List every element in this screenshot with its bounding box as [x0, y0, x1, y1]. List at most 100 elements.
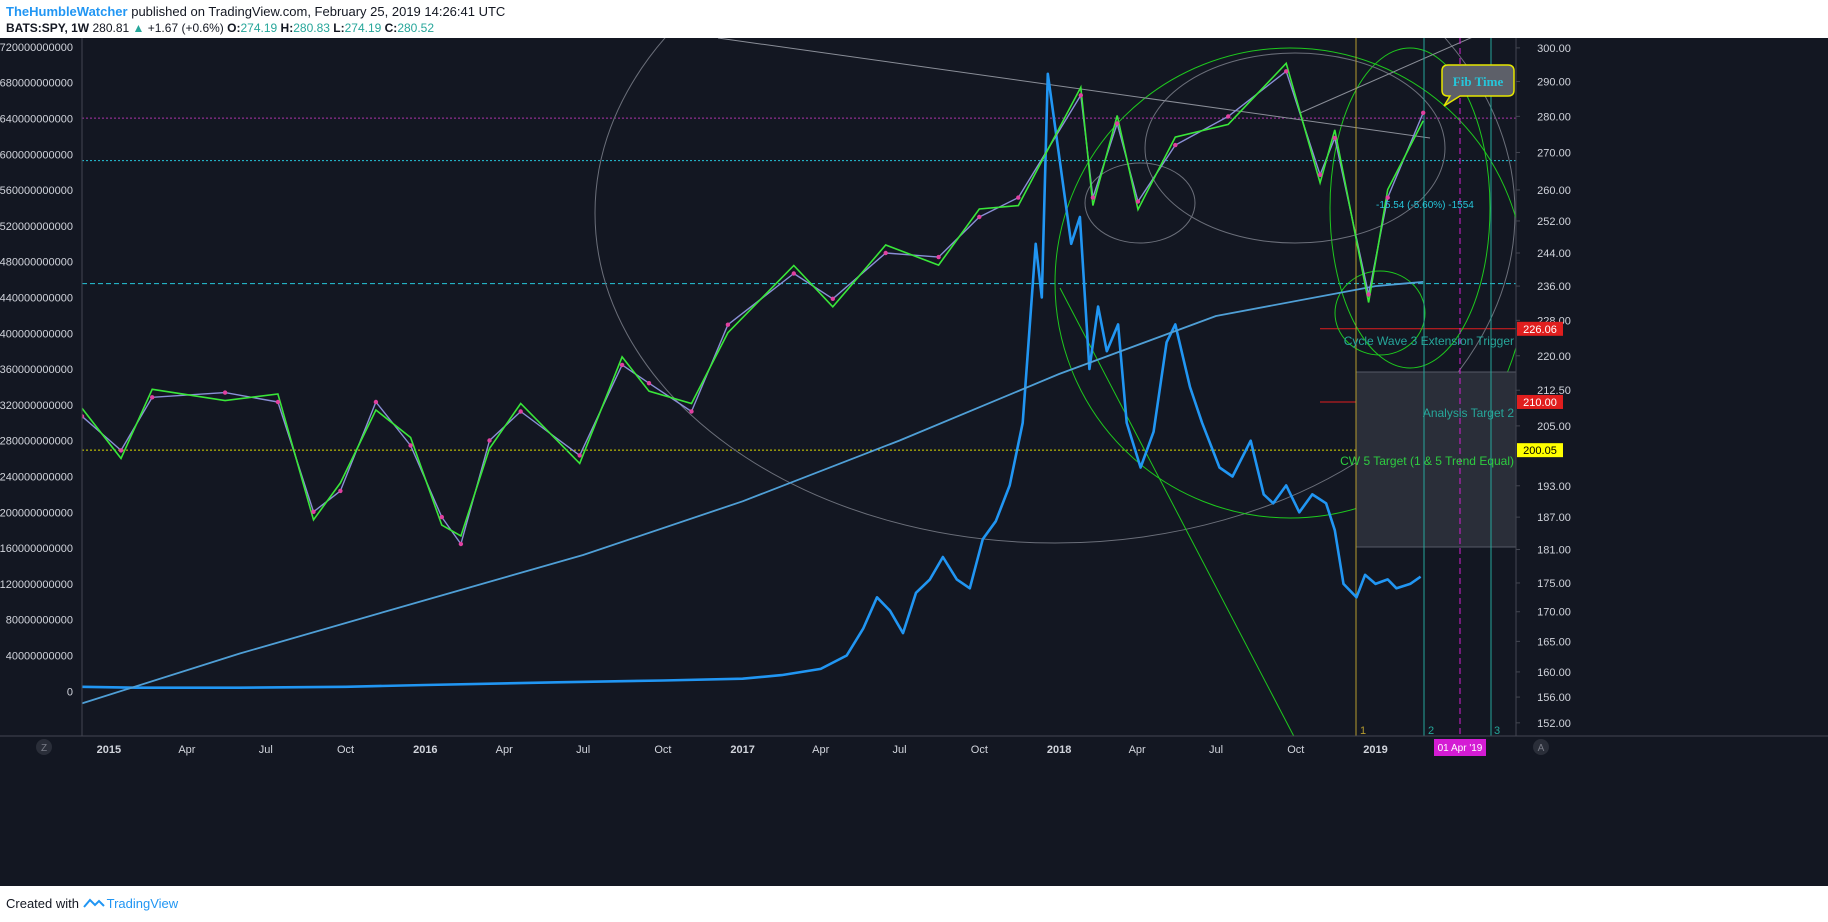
left-tick-label: 600000000000 [0, 149, 73, 161]
fib-time-label: Fib Time [1453, 74, 1504, 89]
time-tick-label: Oct [654, 744, 671, 756]
time-marker-label: 2 [1428, 725, 1434, 737]
left-tick-label: 80000000000 [6, 615, 73, 627]
price-point [1226, 114, 1231, 119]
price-point [725, 322, 731, 327]
close-value: 280.52 [397, 21, 435, 35]
price-point [1016, 195, 1021, 200]
cycle-wave-label: Cycle Wave 3 Extension Trigger [1344, 334, 1514, 348]
price-point [150, 395, 155, 400]
open-label: O: [227, 21, 241, 35]
drawing-tools [594, 38, 1526, 749]
price-point [439, 514, 444, 520]
time-axis-bg [0, 736, 1828, 886]
right-tick-label: 300.00 [1537, 43, 1571, 55]
left-tick-label: 160000000000 [0, 543, 73, 555]
right-tick-label: 193.00 [1537, 481, 1571, 493]
right-tick-label: 187.00 [1537, 512, 1571, 524]
green-diagonal [1059, 287, 1301, 749]
time-badge-label: 01 Apr '19 [1438, 743, 1483, 754]
close-label: C: [384, 21, 398, 35]
time-tick-label: Apr [1129, 744, 1146, 756]
time-tick-label: Oct [337, 744, 354, 756]
left-price-axis[interactable]: 720000000000 680000000000 640000000000 6000… [0, 38, 83, 736]
left-tick-label: 240000000000 [0, 471, 73, 483]
time-tick-label: Apr [496, 744, 513, 756]
tradingview-brand[interactable]: TradingView [106, 896, 179, 911]
time-tick-label: Jul [1209, 744, 1223, 756]
target-zone-box [1355, 371, 1517, 548]
time-tick-label: 2019 [1363, 744, 1387, 756]
tradingview-logo-icon [82, 898, 105, 908]
fib-circle-large [594, 38, 1516, 544]
right-tick-label: 252.00 [1537, 216, 1571, 228]
price-point [619, 362, 625, 368]
price-point [458, 541, 464, 547]
price-badge-label: 200.05 [1523, 445, 1557, 457]
right-axis-bg [1516, 38, 1828, 760]
left-tick-label: 680000000000 [0, 78, 73, 90]
series-line [81, 281, 1424, 705]
price-point [1173, 142, 1178, 148]
right-tick-label: 175.00 [1537, 578, 1571, 590]
price-point [275, 399, 281, 405]
price-point [689, 409, 694, 414]
left-tick-label: 0 [67, 686, 73, 698]
time-tick-label: Jul [576, 744, 590, 756]
left-tick-label: 120000000000 [0, 579, 73, 591]
price-point [1366, 292, 1371, 297]
last-price: 280.81 [92, 21, 130, 35]
cw5-target-label: CW 5 Target (1 & 5 Trend Equal) [1340, 454, 1514, 468]
left-axis-bg [0, 38, 82, 736]
footer: Created with TradingView [6, 896, 178, 911]
right-tick-label: 236.00 [1537, 281, 1571, 293]
price-chart[interactable]: Fib Time Cycle Wave 3 Extension Trigger An… [0, 38, 1828, 886]
price-point [883, 250, 888, 256]
fib-ellipse-upper [1144, 52, 1446, 244]
price-point [118, 448, 124, 453]
right-price-axis[interactable]: 300.00 290.00 280.00 270.00 260.00 252.00 244.… [1515, 38, 1828, 760]
author-name[interactable]: TheHumbleWatcher [6, 4, 128, 19]
time-tick-label: Jul [893, 744, 907, 756]
time-tick-label: Oct [1287, 744, 1304, 756]
symbol-ohlc-bar: BATS:SPY, 1W 280.81 ▲ +1.67 (+0.6%) O:27… [6, 21, 434, 35]
left-tick-label: 280000000000 [0, 436, 73, 448]
price-point [487, 438, 492, 443]
publish-header: TheHumbleWatcher published on TradingVie… [6, 4, 505, 19]
right-tick-label: 260.00 [1537, 185, 1571, 197]
open-value: 274.19 [240, 21, 278, 35]
auto-scale-button[interactable] [1533, 739, 1549, 755]
zoom-button[interactable] [36, 739, 52, 755]
right-tick-label: 152.00 [1537, 718, 1571, 730]
low-label: L: [333, 21, 345, 35]
target-ellipse-green [1329, 47, 1491, 369]
time-tick-label: 2015 [97, 744, 121, 756]
price-point [1078, 93, 1084, 98]
time-tick-label: Oct [971, 744, 988, 756]
right-tick-label: 290.00 [1537, 77, 1571, 89]
high-label: H: [280, 21, 294, 35]
fib-ellipse-small [1084, 162, 1196, 244]
price-badge-label: 226.06 [1523, 324, 1557, 336]
left-tick-label: 520000000000 [0, 221, 73, 233]
time-tick-label: 2016 [413, 744, 437, 756]
price-point [791, 271, 796, 276]
price-point [518, 409, 523, 414]
right-tick-label: 280.00 [1537, 111, 1571, 123]
trendline-right [1299, 38, 1472, 114]
right-tick-label: 244.00 [1537, 248, 1571, 260]
right-tick-label: 170.00 [1537, 607, 1571, 619]
time-marker-label: 1 [1360, 725, 1366, 737]
fib-time-callout [1441, 64, 1515, 107]
price-badge-label: 210.00 [1523, 397, 1557, 409]
price-point [311, 509, 316, 514]
left-tick-label: 40000000000 [6, 650, 73, 662]
price-point [1385, 195, 1390, 200]
time-axis[interactable]: 2015 Apr Jul Oct 2016 Apr Jul Oct 2017 Apr Jul Oct 2… [0, 735, 1828, 886]
price-badge [1517, 443, 1563, 458]
left-tick-label: 400000000000 [0, 328, 73, 340]
low-ellipse-green [1334, 270, 1426, 356]
right-tick-label: 205.00 [1537, 421, 1571, 433]
price-point [373, 399, 379, 405]
time-tick-label: 2017 [730, 744, 754, 756]
